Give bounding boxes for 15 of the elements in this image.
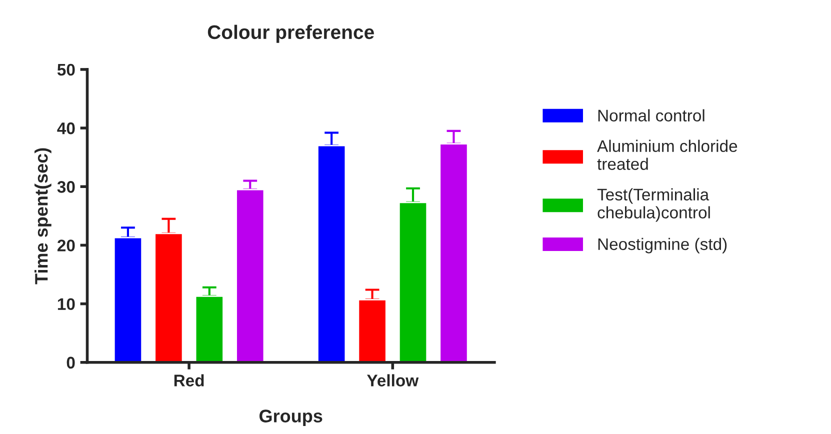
y-tick-label: 10: [58, 298, 75, 310]
legend-label: Normal control: [598, 109, 704, 122]
y-tick-label: 30: [57, 181, 75, 193]
legend-label: Neostigmine (std): [598, 238, 727, 254]
y-tick-label: 50: [57, 64, 75, 76]
chart-title: Colour preference: [208, 24, 374, 43]
x-tick-label: Yellow: [366, 374, 419, 386]
legend-label: Test(Terminalia chebula)control: [597, 188, 710, 222]
y-tick-label: 40: [57, 122, 75, 134]
legend-label: Aluminium chloride treated: [597, 140, 738, 170]
y-axis-title: Time spent(sec): [34, 148, 52, 284]
x-tick-label: Red: [174, 374, 204, 386]
y-tick-label: 20: [57, 240, 75, 252]
y-tick-label: 0: [66, 356, 75, 369]
x-axis-title: Groups: [259, 410, 322, 426]
